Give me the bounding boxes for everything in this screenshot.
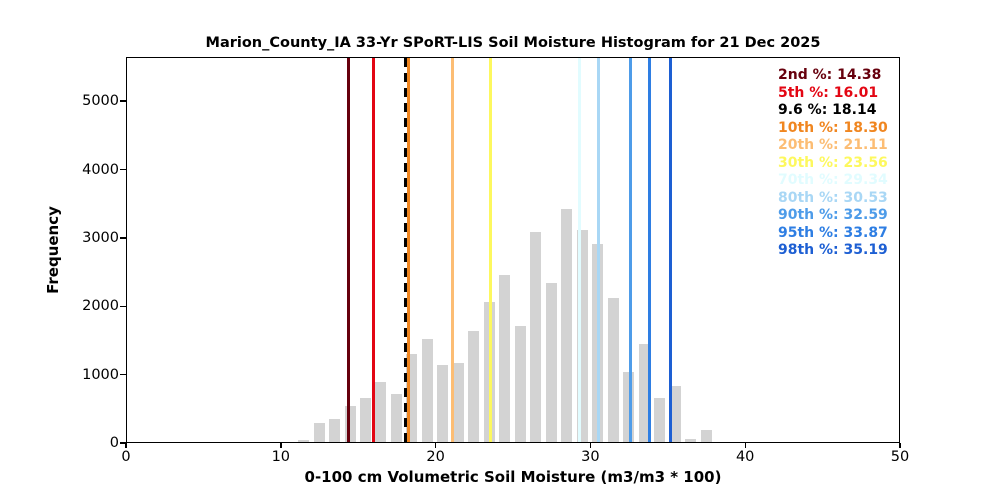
y-tick-mark [120,373,126,376]
histogram-bar [561,208,573,442]
percentile-line-95 [648,58,652,442]
histogram-bar [375,382,387,442]
legend-entry: 90th %: 32.59 [778,207,888,223]
percentile-line-70 [578,58,582,442]
y-tick-label: 3000 [82,229,119,246]
histogram-bar [530,232,542,442]
histogram-bar [576,230,588,442]
y-tick-label: 5000 [82,93,119,110]
histogram-bar [421,339,433,442]
y-tick-mark [120,305,126,307]
y-tick-mark [120,442,126,444]
legend-entry: 20th %: 21.11 [778,137,888,153]
x-tick-label: 40 [735,449,755,465]
y-tick-label: 0 [109,435,119,451]
y-tick-label: 1000 [82,366,119,383]
percentile-line-30 [488,58,492,442]
x-tick-label: 50 [890,449,910,465]
histogram-bar [298,439,309,442]
x-tick-mark [899,443,901,448]
y-tick-mark [120,100,126,102]
legend-entry: 5th %: 16.01 [778,84,879,101]
histogram-bar [607,298,619,442]
percentile-line-20 [450,58,454,442]
legend-entry: 80th %: 30.53 [778,189,888,206]
percentile-line-80 [596,58,600,442]
histogram-bar [313,422,325,442]
histogram-bar [654,398,666,442]
x-tick-label: 0 [121,449,131,465]
y-tick-label: 4000 [82,161,119,178]
legend-entry: 70th %: 29.34 [778,172,888,188]
histogram-bar [638,343,650,442]
y-tick-label: 2000 [82,298,119,315]
histogram-bar [669,386,681,442]
percentile-line-9.6 [404,58,409,442]
x-tick-label: 30 [581,449,600,465]
plot-area: 2nd %: 14.38 5th %: 16.01 9.6 %: 18.14 10th… [126,57,900,443]
legend-entry: 98th %: 35.19 [778,242,888,258]
chart-title: Marion_County_IA 33-Yr SPoRT-LIS Soil Mo… [205,35,821,51]
x-axis-label: 0-100 cm Volumetric Soil Moisture (m3/m3… [304,468,722,486]
legend-entry: 10th %: 18.30 [778,119,888,136]
percentile-line-98 [668,58,672,442]
percentile-line-2 [346,58,350,442]
percentile-line-5 [371,58,375,442]
histogram-bar [700,429,712,442]
legend-entry: 95th %: 33.87 [778,224,888,241]
legend-entry: 30th %: 23.56 [778,154,888,171]
histogram-bar [514,325,526,442]
histogram-bar [468,330,480,442]
x-tick-mark [589,443,592,448]
x-tick-mark [744,443,746,448]
legend-entry: 2nd %: 14.38 [778,67,882,83]
x-tick-label: 10 [271,449,291,465]
percentile-line-10 [407,58,411,442]
histogram-bar [344,406,356,442]
y-axis-label: Frequency [44,206,62,294]
x-tick-mark [125,443,127,448]
x-tick-mark [434,443,437,448]
histogram-bar [499,274,511,442]
histogram-bar [685,438,696,442]
histogram-bar [329,419,340,442]
y-tick-mark [120,237,126,239]
histogram-bar [406,353,418,442]
x-tick-mark [280,443,282,448]
histogram-bar [437,364,449,442]
percentile-line-90 [628,58,632,442]
y-tick-mark [120,168,126,171]
legend-entry: 9.6 %: 18.14 [778,102,877,118]
percentile-legend: 2nd %: 14.38 5th %: 16.01 9.6 %: 18.14 10th… [778,67,888,260]
x-tick-label: 20 [426,449,445,465]
histogram-bar [452,363,464,442]
histogram-bar [545,282,557,442]
histogram-bar [390,394,402,442]
histogram-bar [359,398,371,442]
